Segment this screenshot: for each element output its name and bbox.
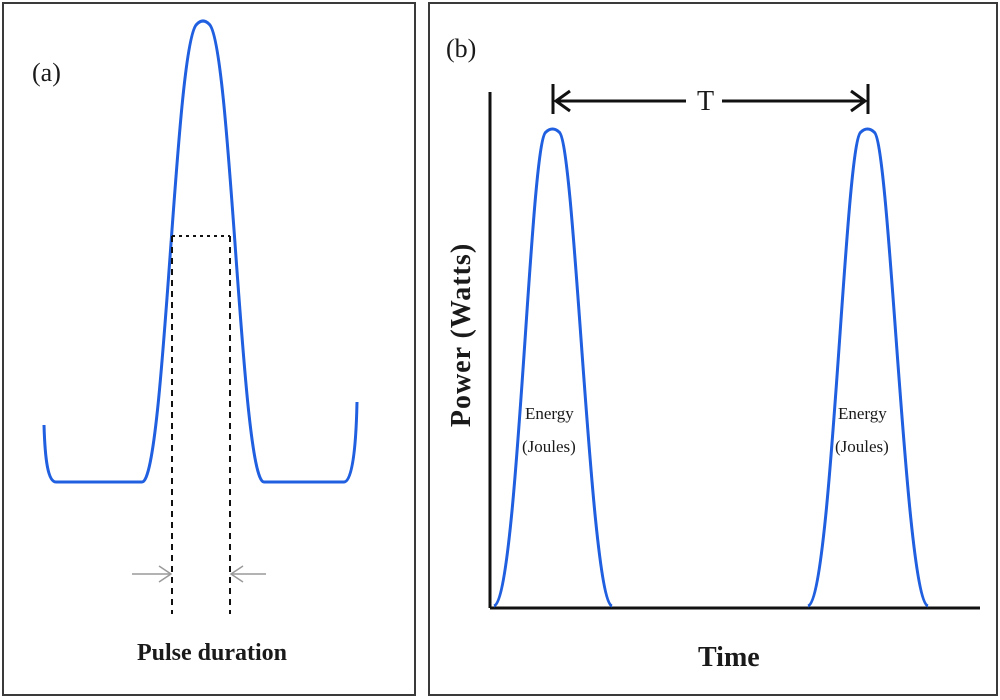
duration-right-arrow xyxy=(229,565,266,583)
pulse-curve-b2 xyxy=(806,127,930,608)
duration-left-arrow xyxy=(132,565,173,583)
pulse-1-energy-label: Energy xyxy=(525,404,574,423)
panel-b-label: (b) xyxy=(446,34,477,63)
pulse-2-energy-label: Energy xyxy=(838,404,887,423)
period-arrow xyxy=(551,84,870,114)
pulse-1-unit-label: (Joules) xyxy=(522,437,576,456)
y-axis-label: Power (Watts) xyxy=(446,242,477,428)
period-label: T xyxy=(697,86,715,117)
x-axis-label: Time xyxy=(698,642,760,673)
panel-a-label: (a) xyxy=(32,58,61,87)
panel-a xyxy=(2,2,416,696)
pulse-curve-a xyxy=(42,19,359,484)
pulse-2-unit-label: (Joules) xyxy=(835,437,889,456)
pulse-curve-b1 xyxy=(492,127,614,608)
pulse-duration-caption: Pulse duration xyxy=(137,640,288,666)
